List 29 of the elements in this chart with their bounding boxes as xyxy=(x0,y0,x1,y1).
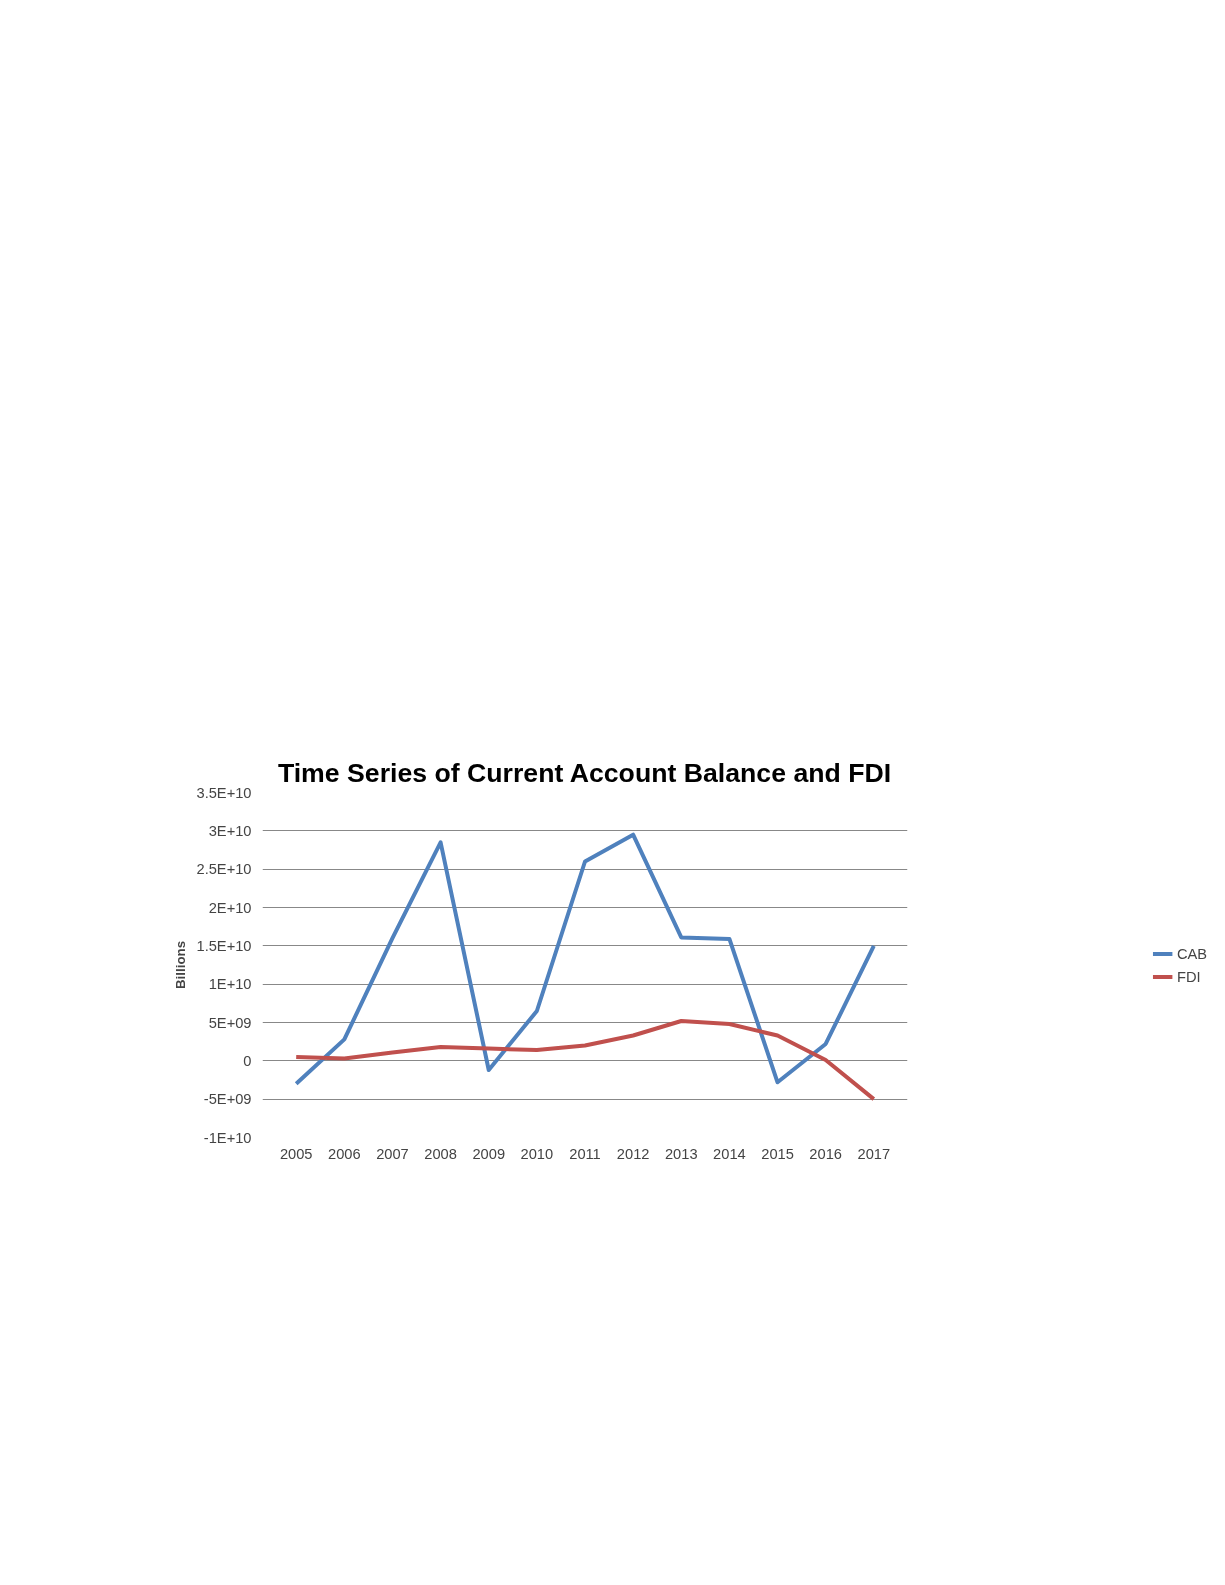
legend-label: CAB xyxy=(1176,945,1208,961)
x-tick-label: 2012 xyxy=(616,1145,650,1162)
x-tick-label: 2011 xyxy=(569,1145,601,1162)
line-series xyxy=(294,1018,876,1102)
x-tick-label: 2010 xyxy=(520,1145,554,1162)
y-tick-label: -5E+09 xyxy=(203,1091,252,1108)
x-tick-label: 2013 xyxy=(664,1145,698,1162)
x-tick-label: 2016 xyxy=(809,1145,842,1162)
x-tick-label: 2017 xyxy=(857,1145,891,1162)
x-tick-label: 2007 xyxy=(376,1145,409,1162)
y-tick-label: 3.5E+10 xyxy=(196,784,252,801)
y-tick-label: 3E+10 xyxy=(208,822,252,839)
y-tick-label: 1.5E+10 xyxy=(196,937,252,954)
y-tick-label: 1E+10 xyxy=(208,976,252,993)
x-tick-label: 2015 xyxy=(761,1145,794,1162)
x-tick-label: 2005 xyxy=(279,1145,313,1162)
line-series xyxy=(294,832,876,1086)
y-axis-title: Billions xyxy=(173,940,189,990)
y-tick-label: -1E+10 xyxy=(203,1129,252,1146)
y-tick-label: 5E+09 xyxy=(208,1014,252,1031)
y-tick-label: 2E+10 xyxy=(208,899,252,916)
y-tick-label: 0 xyxy=(243,1052,252,1069)
x-tick-label: 2008 xyxy=(424,1145,457,1162)
x-tick-label: 2014 xyxy=(713,1145,746,1162)
y-tick-label: 2.5E+10 xyxy=(196,861,252,878)
chart-title: Time Series of Current Account Balance and FDI xyxy=(277,757,892,788)
x-tick-label: 2009 xyxy=(472,1145,506,1162)
legend-label: FDI xyxy=(1176,968,1201,984)
x-tick-label: 2006 xyxy=(328,1145,361,1162)
